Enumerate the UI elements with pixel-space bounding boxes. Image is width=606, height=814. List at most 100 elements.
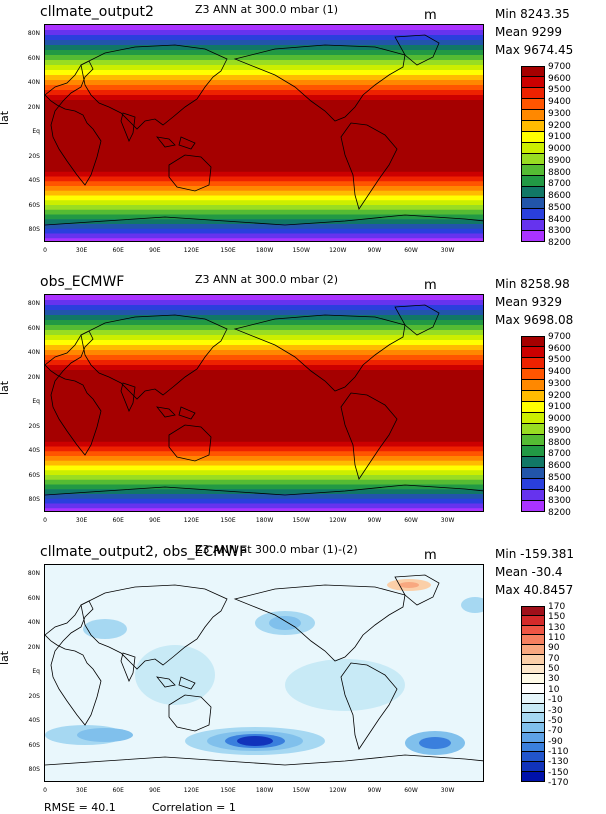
x-tick-label: 120W [329, 247, 347, 254]
case-title: cllmate_output2 [40, 4, 154, 20]
contour-map [44, 24, 484, 242]
colorbar-label: -150 [548, 767, 569, 778]
colorbar-swatch [521, 209, 545, 220]
panel-model: cllmate_output2 Z3 ANN at 300.0 mbar (1)… [0, 0, 606, 270]
colorbar-label: 8400 [548, 484, 571, 495]
colorbar-swatch [521, 693, 545, 704]
colorbar-swatch [521, 742, 545, 753]
x-tick-label: 60E [112, 517, 124, 524]
stat-mean: Mean 9329 [495, 295, 563, 309]
x-tick-label: 120E [183, 787, 200, 794]
colorbar-label: -90 [548, 736, 563, 747]
y-tick-label: Eq [32, 668, 40, 675]
colorbar-swatch [521, 664, 545, 675]
stat-max: Max 40.8457 [495, 583, 574, 597]
colorbar-swatch [521, 176, 545, 187]
colorbar-swatch [521, 645, 545, 655]
colorbar-swatch [521, 732, 545, 743]
colorbar-swatch [521, 154, 545, 165]
x-tick-label: 90E [149, 247, 161, 254]
correlation-label: Correlation = 1 [152, 801, 236, 814]
x-tick-label: 150W [292, 787, 310, 794]
y-tick-label: 80S [28, 496, 40, 503]
units-label: m [424, 278, 437, 293]
colorbar-label: 170 [548, 602, 566, 612]
colorbar-swatch [521, 479, 545, 490]
x-tick-label: 180W [255, 247, 274, 254]
colorbar-swatch [521, 369, 545, 380]
colorbar-label: 8300 [548, 226, 571, 237]
y-axis-label: lat [0, 650, 11, 665]
x-tick-label: 60E [112, 787, 124, 794]
colorbar-swatch [521, 635, 545, 646]
x-tick-label: 150W [292, 247, 310, 254]
x-tick-label: 90E [149, 517, 161, 524]
colorbar-swatch [521, 220, 545, 231]
x-tick-label: 180W [255, 517, 274, 524]
colorbar-swatch [521, 110, 545, 121]
colorbar-swatch [521, 457, 545, 468]
colorbar-swatch [521, 674, 545, 685]
colorbar-swatch [521, 723, 545, 733]
y-tick-label: 60N [27, 54, 40, 62]
colorbar-swatch [521, 99, 545, 110]
colorbar-label: 8900 [548, 155, 571, 166]
x-tick-label: 60W [404, 787, 418, 794]
x-tick-label: 30E [75, 787, 88, 794]
colorbar-label: 8500 [548, 472, 571, 483]
colorbar-label: 150 [548, 612, 566, 623]
colorbar-label: 8500 [548, 202, 571, 213]
y-tick-label: 80S [28, 766, 40, 773]
x-tick-label: 90W [367, 787, 382, 794]
stats-box: Min 8243.35 Mean 9299 Max 9674.45 [495, 5, 605, 59]
y-tick-label: Eq [32, 398, 40, 405]
colorbar-label: 9300 [548, 378, 571, 389]
colorbar-label: 8300 [548, 496, 571, 507]
panel-difference: cllmate_output2, obs_ECMWF Z3 ANN at 300… [0, 540, 606, 810]
y-tick-label: 60S [28, 471, 40, 479]
colorbar-label: 9300 [548, 108, 571, 119]
panel-obs: obs_ECMWF Z3 ANN at 300.0 mbar (2) m Min… [0, 270, 606, 540]
x-tick-label: 150E [220, 247, 236, 254]
y-tick-label: 40N [27, 619, 40, 626]
colorbar-label: 8800 [548, 167, 571, 178]
colorbar-swatch [521, 165, 545, 176]
stat-min: Min 8243.35 [495, 7, 570, 21]
contour-map [44, 294, 484, 512]
colorbar-label: -30 [548, 705, 563, 716]
y-tick-label: 80S [28, 226, 40, 233]
colorbar-swatch [521, 336, 545, 347]
colorbar-label: 8700 [548, 179, 571, 190]
y-tick-label: 20S [28, 422, 40, 430]
x-tick-label: 180W [255, 787, 274, 794]
x-tick-label: 120W [329, 517, 347, 524]
colorbar-label: 9100 [548, 402, 571, 413]
colorbar-swatch [521, 187, 545, 198]
y-tick-label: 20N [27, 373, 40, 381]
colorbar [521, 336, 545, 512]
contour-map [44, 564, 484, 782]
colorbar-swatch [521, 347, 545, 358]
colorbar-swatch [521, 143, 545, 154]
x-tick-label: 0 [43, 517, 47, 524]
y-tick-label: 60S [28, 201, 40, 209]
colorbar-label: -10 [548, 695, 563, 706]
colorbar-label: 8200 [548, 508, 571, 518]
x-tick-label: 30E [75, 517, 88, 524]
colorbar-swatch [521, 391, 545, 402]
y-axis-label: lat [0, 110, 11, 125]
y-tick-label: 40S [28, 447, 40, 454]
colorbar-swatch [521, 468, 545, 479]
variable-title: Z3 ANN at 300.0 mbar (2) [195, 273, 339, 286]
colorbar-label: 9500 [548, 355, 571, 366]
y-tick-label: 40N [27, 349, 40, 356]
colorbar-label: 9200 [548, 120, 571, 131]
colorbar-label: 9600 [548, 343, 571, 354]
colorbar-label: 130 [548, 622, 566, 633]
colorbar-label: 9500 [548, 85, 571, 96]
colorbar-label: 8900 [548, 425, 571, 436]
y-tick-label: 80N [27, 30, 40, 37]
colorbar-label: 110 [548, 633, 566, 644]
units-label: m [424, 8, 437, 23]
x-tick-label: 150W [292, 517, 310, 524]
